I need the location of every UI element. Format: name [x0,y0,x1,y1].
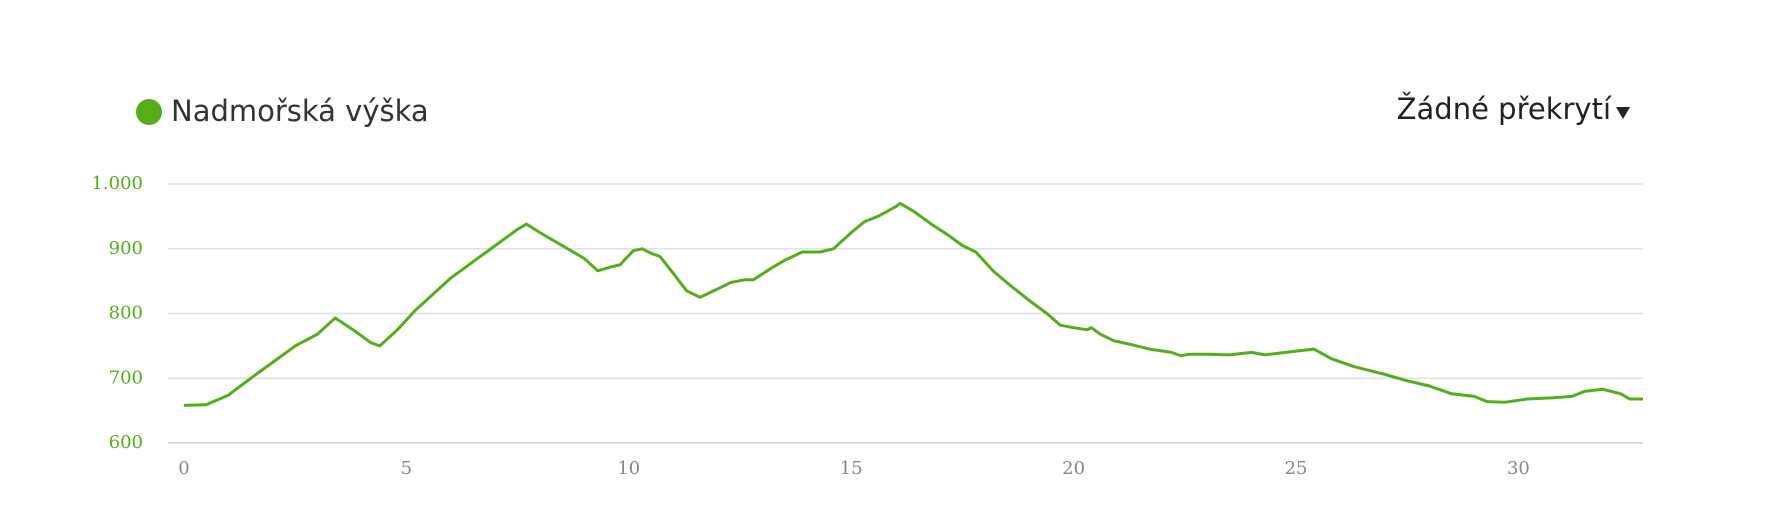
y-tick-label: 1.000 [91,173,143,194]
legend-marker [136,99,162,125]
y-tick-label: 600 [109,432,143,453]
x-tick-label: 25 [1285,458,1308,479]
x-tick-label: 5 [401,458,412,479]
y-tick-label: 800 [109,303,143,324]
y-tick-label: 900 [109,238,143,259]
x-tick-label: 15 [840,458,863,479]
dropdown-arrow[interactable] [1616,107,1630,119]
x-tick-label: 10 [617,458,640,479]
elevation-line [183,201,1643,407]
legend-label[interactable]: Nadmořská výška [171,94,429,128]
x-tick-label: 20 [1062,458,1085,479]
x-tick-label: 30 [1507,458,1530,479]
y-tick-label: 700 [109,367,143,388]
x-tick-label: 0 [178,458,189,479]
overlay-dropdown[interactable]: Žádné překrytí [1397,92,1612,126]
